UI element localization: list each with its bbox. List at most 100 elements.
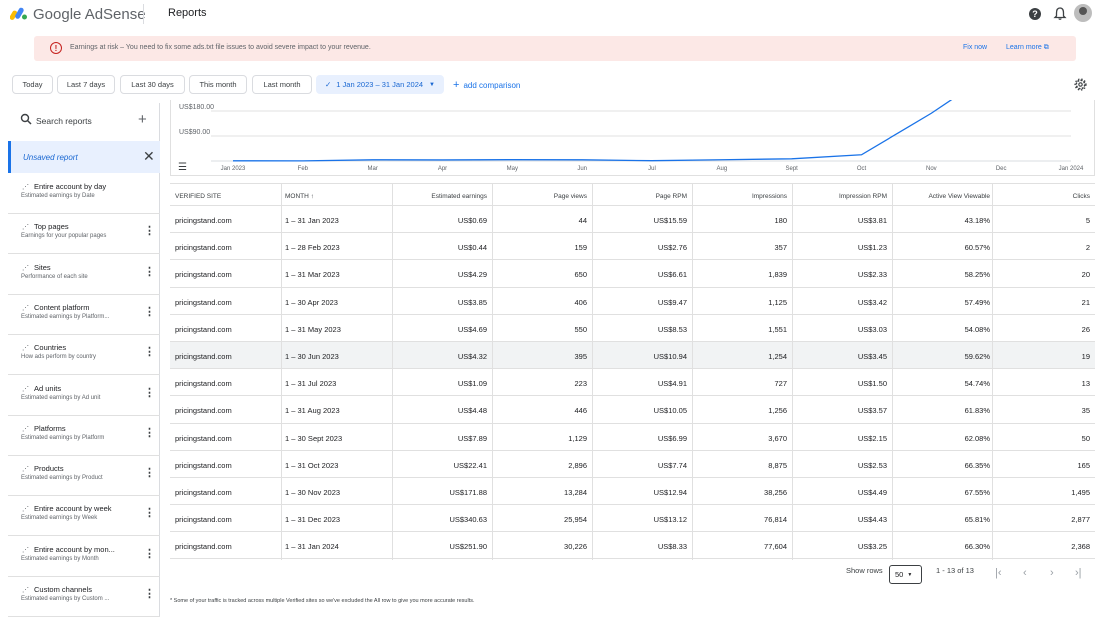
- sidebar-report-item[interactable]: ⋰ Ad units Estimated earnings by Ad unit ⋮: [8, 376, 160, 416]
- sidebar-report-item[interactable]: ⋰ Top pages Earnings for your popular page…: [8, 214, 160, 255]
- table-cell: US$4.48: [457, 406, 487, 416]
- more-vert-icon[interactable]: ⋮: [144, 547, 155, 560]
- more-vert-icon[interactable]: ⋮: [144, 265, 155, 278]
- fix-now-link[interactable]: Fix now: [963, 44, 988, 51]
- table-cell: US$3.25: [857, 542, 887, 552]
- chip-last-month[interactable]: Last month: [252, 75, 312, 94]
- table-row[interactable]: pricingstand.com 1 – 30 Nov 2023 US$171.88…: [170, 478, 1095, 506]
- page-title: Reports: [168, 7, 207, 19]
- more-vert-icon[interactable]: ⋮: [144, 305, 155, 318]
- more-vert-icon[interactable]: ⋮: [144, 507, 155, 520]
- sidebar-report-item[interactable]: ⋰ Products Estimated earnings by Product ⋮: [8, 456, 160, 497]
- col-verified-site[interactable]: VERIFIED SITE: [175, 193, 222, 200]
- table-cell: 357: [774, 243, 787, 253]
- table-cell: pricingstand.com: [175, 406, 232, 416]
- sidebar-report-item[interactable]: ⋰ Platforms Estimated earnings by Platform…: [8, 416, 160, 456]
- col-impression-rpm[interactable]: Impression RPM: [838, 193, 887, 200]
- more-vert-icon[interactable]: ⋮: [144, 426, 155, 439]
- table-cell: 1,129: [568, 433, 587, 443]
- col-estimated-earnings[interactable]: Estimated earnings: [431, 193, 487, 200]
- table-cell: US$15.59: [653, 216, 687, 225]
- next-page-icon[interactable]: ›: [1050, 567, 1054, 579]
- table-row[interactable]: pricingstand.com 1 – 31 Aug 2023 US$4.48 44…: [170, 396, 1095, 424]
- sidebar-report-item[interactable]: ⋰ Sites Performance of each site ⋮: [8, 255, 160, 295]
- table-cell: pricingstand.com: [175, 379, 232, 389]
- sidebar-report-item[interactable]: ⋰ Entire account by mon... Estimated earni…: [8, 537, 160, 577]
- table-footnote: * Some of your traffic is tracked across…: [170, 598, 475, 604]
- col-page-rpm[interactable]: Page RPM: [655, 193, 687, 200]
- rows-per-page-select[interactable]: 50 ▼: [889, 565, 922, 584]
- more-vert-icon[interactable]: ⋮: [144, 386, 155, 399]
- chart-menu-icon[interactable]: ☰: [178, 162, 187, 173]
- chip-this-month[interactable]: This month: [189, 75, 247, 94]
- date-range-picker[interactable]: ✓ 1 Jan 2023 – 31 Jan 2024 ▼: [316, 75, 444, 94]
- chip-last-30-days[interactable]: Last 30 days: [120, 75, 185, 94]
- report-title: Platforms: [34, 423, 66, 433]
- x-tick-label: Jun: [577, 166, 587, 172]
- search-input[interactable]: Search reports: [36, 116, 92, 126]
- report-subtitle: Estimated earnings by Week: [21, 515, 98, 522]
- col-page-views[interactable]: Page views: [553, 193, 587, 200]
- col-clicks[interactable]: Clicks: [1072, 193, 1090, 200]
- learn-more-link[interactable]: Learn more ⧉: [1006, 44, 1049, 51]
- more-vert-icon[interactable]: ⋮: [144, 346, 155, 359]
- col-active-view-viewable[interactable]: Active View Viewable: [928, 193, 990, 200]
- series-line-estimated-earnings: [232, 100, 953, 162]
- previous-page-icon[interactable]: ‹: [1023, 567, 1027, 579]
- sidebar-report-item[interactable]: ⋰ Custom channels Estimated earnings by Cu…: [8, 577, 160, 617]
- sidebar-report-item[interactable]: ⋰ Entire account by week Estimated earning…: [8, 496, 160, 537]
- check-icon: ✓: [325, 80, 332, 89]
- table-row[interactable]: pricingstand.com 1 – 31 Jan 2024 US$251.90…: [170, 532, 1095, 560]
- table-row[interactable]: pricingstand.com 1 – 30 Apr 2023 US$3.85 40…: [170, 288, 1095, 315]
- app-header: Google AdSense Reports ?: [0, 0, 1101, 30]
- table-cell: US$4.29: [457, 270, 487, 280]
- more-vert-icon[interactable]: ⋮: [144, 225, 155, 238]
- add-comparison-button[interactable]: + add comparison: [453, 79, 521, 91]
- table-row[interactable]: pricingstand.com 1 – 31 Jan 2023 US$0.69 44…: [170, 206, 1095, 234]
- bell-icon[interactable]: [1052, 6, 1068, 22]
- gear-icon[interactable]: [1073, 77, 1088, 92]
- table-row[interactable]: pricingstand.com 1 – 31 Dec 2023 US$340.63…: [170, 505, 1095, 533]
- col-month[interactable]: MONTH ↑: [285, 193, 314, 200]
- unsaved-report-item[interactable]: Unsaved report ✕: [8, 141, 160, 173]
- table-cell: US$4.32: [457, 351, 487, 361]
- table-cell: pricingstand.com: [175, 216, 232, 225]
- report-title: Top pages: [34, 222, 69, 232]
- search-reports[interactable]: Search reports +: [8, 103, 160, 138]
- table-row[interactable]: pricingstand.com 1 – 30 Jun 2023 US$4.32 39…: [170, 341, 1095, 370]
- col-impressions[interactable]: Impressions: [751, 193, 787, 200]
- report-icon: ⋰: [22, 385, 29, 393]
- report-icon: ⋰: [22, 264, 29, 272]
- chip-today[interactable]: Today: [12, 75, 53, 94]
- more-vert-icon[interactable]: ⋮: [144, 467, 155, 480]
- x-tick-label: Dec: [996, 166, 1007, 172]
- first-page-icon[interactable]: |‹: [995, 567, 1002, 579]
- help-icon[interactable]: ?: [1027, 6, 1043, 22]
- more-vert-icon[interactable]: ⋮: [144, 588, 155, 600]
- table-cell: pricingstand.com: [175, 297, 232, 307]
- table-row[interactable]: pricingstand.com 1 – 30 Sept 2023 US$7.89 1…: [170, 424, 1095, 451]
- sidebar-report-item[interactable]: ⋰ Countries How ads perform by country ⋮: [8, 335, 160, 376]
- avatar[interactable]: [1074, 4, 1092, 22]
- table-row[interactable]: pricingstand.com 1 – 31 Oct 2023 US$22.41 2…: [170, 451, 1095, 478]
- table-row[interactable]: pricingstand.com 1 – 31 May 2023 US$4.69 55…: [170, 315, 1095, 342]
- x-tick-label: Feb: [298, 166, 309, 172]
- table-cell: 50: [1081, 433, 1090, 443]
- table-cell: 1 – 31 Jan 2023: [285, 216, 339, 225]
- brand-name[interactable]: Google AdSense: [33, 6, 146, 23]
- table-cell: US$4.91: [657, 379, 687, 389]
- adsense-logo-icon[interactable]: [10, 6, 28, 20]
- report-subtitle: Estimated earnings by Month: [21, 555, 99, 562]
- sidebar-report-item[interactable]: ⋰ Content platform Estimated earnings by P…: [8, 295, 160, 335]
- column-divider: [492, 183, 493, 560]
- close-icon[interactable]: ✕: [143, 148, 155, 164]
- x-tick-label: Mar: [367, 166, 377, 172]
- new-report-plus-icon[interactable]: +: [138, 111, 147, 128]
- chip-last-7-days[interactable]: Last 7 days: [57, 75, 115, 94]
- table-row[interactable]: pricingstand.com 1 – 28 Feb 2023 US$0.44 15…: [170, 233, 1095, 261]
- table-row[interactable]: pricingstand.com 1 – 31 Mar 2023 US$4.29 65…: [170, 260, 1095, 288]
- dropdown-arrow-icon: ▼: [429, 81, 435, 88]
- table-row[interactable]: pricingstand.com 1 – 31 Jul 2023 US$1.09 22…: [170, 369, 1095, 397]
- sidebar-report-item[interactable]: ⋰ Entire account by day Estimated earnings…: [8, 174, 160, 214]
- last-page-icon[interactable]: ›|: [1075, 567, 1082, 579]
